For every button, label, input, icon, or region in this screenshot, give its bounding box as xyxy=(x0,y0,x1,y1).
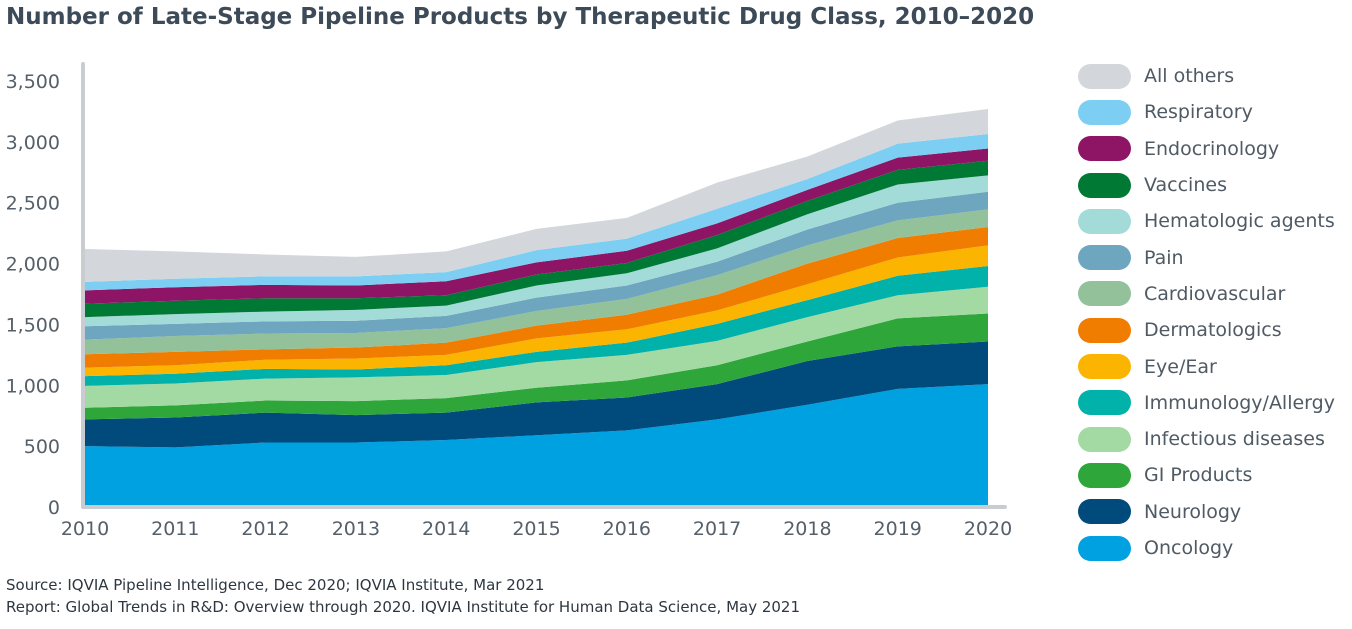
legend-swatch xyxy=(1078,499,1131,525)
legend-swatch xyxy=(1078,462,1131,488)
area-hematologic-agents xyxy=(85,175,988,327)
area-pain xyxy=(85,191,988,340)
legend-swatch xyxy=(1078,426,1131,452)
legend-item-hematologic-agents: Hematologic agents xyxy=(1078,203,1348,239)
legend: All others Respiratory Endocrinology Vaccin… xyxy=(1078,58,1348,566)
chart-title: Number of Late-Stage Pipeline Products b… xyxy=(6,4,1035,30)
legend-item-all-others: All others xyxy=(1078,58,1348,94)
legend-swatch xyxy=(1078,172,1131,198)
legend-swatch xyxy=(1078,245,1131,271)
legend-label: GI Products xyxy=(1144,464,1253,487)
legend-item-gi-products: GI Products xyxy=(1078,457,1348,493)
source-note: Source: IQVIA Pipeline Intelligence, Dec… xyxy=(6,574,800,618)
area-endocrinology xyxy=(85,148,988,304)
legend-label: Hematologic agents xyxy=(1144,210,1335,233)
area-all-others xyxy=(85,108,988,282)
legend-label: Pain xyxy=(1144,246,1184,269)
legend-swatch xyxy=(1078,535,1131,561)
legend-item-vaccines: Vaccines xyxy=(1078,167,1348,203)
legend-label: Cardiovascular xyxy=(1144,282,1286,305)
legend-swatch xyxy=(1078,317,1131,343)
legend-label: Neurology xyxy=(1144,500,1242,523)
legend-item-eye-ear: Eye/Ear xyxy=(1078,348,1348,384)
legend-label: Infectious diseases xyxy=(1144,428,1325,451)
area-cardiovascular xyxy=(85,209,988,355)
legend-item-neurology: Neurology xyxy=(1078,494,1348,530)
area-gi-products xyxy=(85,313,988,420)
legend-item-infectious-diseases: Infectious diseases xyxy=(1078,421,1348,457)
area-eye-ear xyxy=(85,245,988,377)
x-tick-label: 2015 xyxy=(512,518,560,540)
source-line: Source: IQVIA Pipeline Intelligence, Dec… xyxy=(6,576,545,594)
x-tick-label: 2014 xyxy=(422,518,470,540)
legend-item-cardiovascular: Cardiovascular xyxy=(1078,276,1348,312)
legend-item-pain: Pain xyxy=(1078,239,1348,275)
legend-swatch xyxy=(1078,136,1131,162)
x-tick-label: 2010 xyxy=(61,518,109,540)
x-tick-label: 2017 xyxy=(693,518,741,540)
y-axis-ticks: 0 500 1,000 1,500 2,000 2,500 3,000 3,500 xyxy=(6,71,60,519)
y-tick-label: 2,500 xyxy=(6,193,60,215)
area-vaccines xyxy=(85,160,988,318)
area-neurology xyxy=(85,341,988,448)
legend-label: Dermatologics xyxy=(1144,319,1282,342)
area-infectious-diseases xyxy=(85,286,988,408)
legend-label: Respiratory xyxy=(1144,101,1253,124)
legend-swatch xyxy=(1078,390,1131,416)
x-tick-label: 2019 xyxy=(874,518,922,540)
legend-swatch xyxy=(1078,354,1131,380)
legend-item-oncology: Oncology xyxy=(1078,530,1348,566)
y-tick-label: 1,500 xyxy=(6,314,60,336)
x-tick-label: 2011 xyxy=(151,518,199,540)
y-tick-label: 0 xyxy=(48,497,60,519)
y-tick-label: 3,000 xyxy=(6,132,60,154)
legend-swatch xyxy=(1078,63,1131,89)
report-line: Report: Global Trends in R&D: Overview t… xyxy=(6,598,801,616)
y-tick-label: 1,000 xyxy=(6,375,60,397)
legend-item-immunology-allergy: Immunology/Allergy xyxy=(1078,385,1348,421)
x-tick-label: 2012 xyxy=(241,518,289,540)
legend-item-respiratory: Respiratory xyxy=(1078,94,1348,130)
area-layers xyxy=(85,108,988,507)
x-tick-label: 2020 xyxy=(964,518,1012,540)
x-tick-label: 2013 xyxy=(332,518,380,540)
area-respiratory xyxy=(85,133,988,291)
area-oncology xyxy=(85,384,988,507)
area-dermatologics xyxy=(85,227,988,368)
legend-swatch xyxy=(1078,281,1131,307)
x-axis-ticks: 2010 2011 2012 2013 2014 2015 2016 2017 2018 2019… xyxy=(61,518,1012,540)
legend-item-dermatologics: Dermatologics xyxy=(1078,312,1348,348)
legend-label: Immunology/Allergy xyxy=(1144,391,1335,414)
legend-swatch xyxy=(1078,99,1131,125)
y-tick-label: 2,000 xyxy=(6,254,60,276)
legend-item-endocrinology: Endocrinology xyxy=(1078,131,1348,167)
x-tick-label: 2016 xyxy=(603,518,651,540)
y-tick-label: 500 xyxy=(24,436,60,458)
legend-label: Eye/Ear xyxy=(1144,355,1217,378)
area-immunology-allergy xyxy=(85,266,988,386)
legend-label: Endocrinology xyxy=(1144,137,1280,160)
y-tick-label: 3,500 xyxy=(6,71,60,93)
legend-label: All others xyxy=(1144,65,1235,88)
legend-swatch xyxy=(1078,208,1131,234)
x-tick-label: 2018 xyxy=(783,518,831,540)
legend-label: Vaccines xyxy=(1144,174,1227,197)
legend-label: Oncology xyxy=(1144,537,1234,559)
